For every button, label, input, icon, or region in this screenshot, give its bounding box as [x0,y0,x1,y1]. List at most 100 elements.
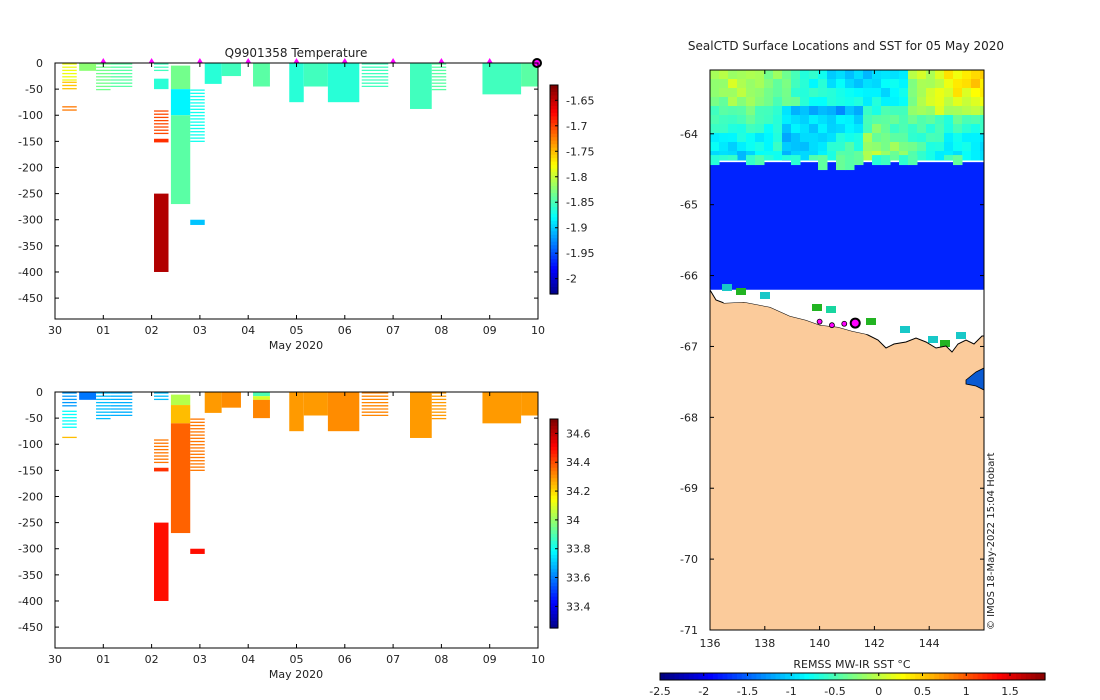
colorbar-segment [550,182,558,187]
sst-cell [980,79,984,89]
colorbar-tick-label: -1.65 [566,94,594,107]
sst-cell [953,115,963,125]
sst-cell [827,106,837,116]
y-tick-label: -300 [18,543,43,556]
sst-cell [827,124,837,134]
x-tick-label: 30 [48,653,62,666]
sst-cell [845,106,855,116]
temperature-xlabel: May 2020 [269,339,323,352]
sst-cell [935,88,945,98]
sst-cell [719,115,729,125]
sst-cell [845,97,855,107]
colorbar-segment [550,450,558,455]
sst-cell [917,97,927,107]
sst-cell [899,79,909,89]
colorbar-segment [550,154,558,159]
sst-cell [722,284,732,291]
sst-cell [899,115,909,125]
sst-cell [746,70,756,80]
colorbar-segment [550,544,558,549]
colorbar-tick-label: -1.8 [566,171,587,184]
profile-cell [204,63,222,84]
profile-cell [190,219,205,225]
lat-tick-label: -70 [680,553,698,566]
sst-cell [791,155,801,166]
sst-cell [899,133,909,143]
sst-cell [980,70,984,80]
sst-cell [890,155,900,161]
profile-cell [289,392,304,432]
colorbar-segment [550,276,558,281]
colorbar-segment [550,85,558,90]
sst-cell [908,124,918,134]
colorbar-tick-label: 0.5 [914,685,932,698]
profile-cell [79,392,97,400]
sst-cell [736,288,746,295]
colorbar-tick-label: 34.6 [566,427,591,440]
x-tick-label: 10 [531,653,545,666]
sst-cell [746,79,756,89]
sst-cell [881,97,891,107]
sst-cell [953,106,963,116]
colorbar-segment [737,673,743,680]
colorbar-segment [550,516,558,521]
colorbar-segment [550,241,558,246]
colorbar-segment [550,537,558,542]
sst-cell [845,155,855,171]
sst-cell [800,115,810,125]
x-tick-label: 30 [48,324,62,337]
colorbar-segment [550,220,558,225]
profile-cell [170,405,191,424]
surface-marker [438,58,445,63]
colorbar-segment [550,196,558,201]
colorbar-segment [550,231,558,236]
sst-cell [935,151,945,161]
sst-cell [818,79,828,89]
sst-cell [971,142,981,152]
sst-cell [737,79,747,89]
colorbar-segment [982,673,988,680]
colorbar-segment [703,673,709,680]
colorbar-tick-label: -1.9 [566,222,587,235]
sst-cell [791,97,801,107]
sst-cell [710,115,720,125]
y-tick-label: -100 [18,109,43,122]
sst-cell [890,124,900,134]
sst-cell [917,142,927,152]
sst-cell [908,79,918,89]
colorbar-segment [550,485,558,490]
colorbar-segment [708,673,714,680]
sst-cell [890,115,900,125]
sst-cell [953,133,963,143]
colorbar-segment [550,471,558,476]
sst-cell [980,124,984,134]
map-frame [709,69,985,631]
colorbar-segment [550,464,558,469]
colorbar-segment [550,119,558,124]
sst-cell [917,106,927,116]
colorbar-segment [924,673,931,680]
colorbar-segment [550,109,558,114]
sst-cell [782,88,792,98]
colorbar-segment [550,481,558,486]
sst-cell [827,151,837,161]
colorbar-segment [550,192,558,198]
colorbar-segment [550,255,558,260]
y-tick-label: -250 [18,517,43,530]
colorbar-segment [1001,673,1008,680]
sst-cell [944,70,954,80]
colorbar-segment [698,673,704,680]
map-title: SealCTD Surface Locations and SST for 05… [688,39,1004,53]
sst-cell [719,124,729,134]
x-tick-label: 03 [193,653,207,666]
colorbar-segment [550,436,558,441]
colorbar-segment [550,290,558,295]
profile-cell [170,65,191,90]
sst-cell [962,151,972,161]
sst-cell [764,79,774,89]
sst-cell [755,142,765,152]
colorbar-tick-label: 33.6 [566,572,591,585]
sst-cell [881,70,891,80]
sst-cell [899,124,909,134]
colorbar-segment [1035,673,1041,680]
